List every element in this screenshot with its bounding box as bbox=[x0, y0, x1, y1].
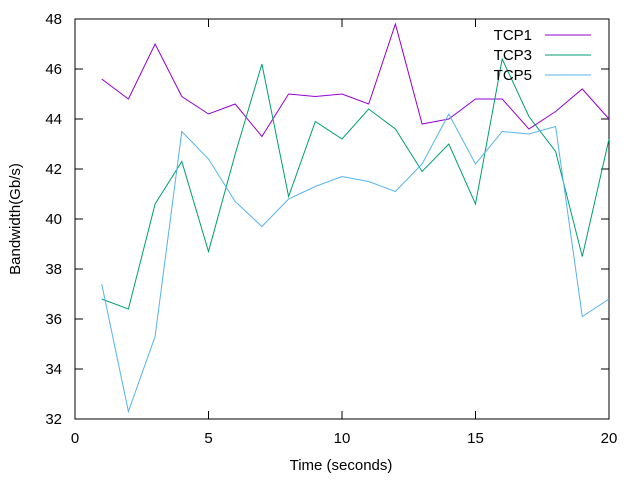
x-tick-label: 15 bbox=[467, 430, 484, 447]
y-tick-label: 34 bbox=[45, 361, 62, 378]
y-tick-label: 42 bbox=[45, 161, 62, 178]
x-tick-label: 20 bbox=[601, 430, 618, 447]
y-tick-label: 32 bbox=[45, 411, 62, 428]
y-tick-label: 48 bbox=[45, 11, 62, 28]
legend-label-tcp1: TCP1 bbox=[494, 27, 532, 44]
series-line-tcp1 bbox=[101, 22, 610, 138]
series-lines bbox=[101, 22, 610, 414]
tick-labels: 0 5 10 15 20 32 34 36 38 40 42 44 46 48 bbox=[45, 11, 617, 447]
x-axis-label: Time (seconds) bbox=[290, 457, 393, 474]
legend-label-tcp5: TCP5 bbox=[494, 67, 532, 84]
y-tick-label: 40 bbox=[45, 211, 62, 228]
legend-label-tcp3: TCP3 bbox=[494, 47, 532, 64]
y-tick-label: 38 bbox=[45, 261, 62, 278]
y-tick-label: 44 bbox=[45, 111, 62, 128]
x-tick-label: 0 bbox=[71, 430, 79, 447]
series-line-tcp3 bbox=[101, 57, 610, 310]
y-tick-label: 46 bbox=[45, 61, 62, 78]
series-line-tcp5 bbox=[101, 112, 610, 414]
y-axis-label: Bandwidth(Gb/s) bbox=[7, 163, 24, 275]
x-tick-label: 5 bbox=[204, 430, 212, 447]
legend: TCP1 TCP3 TCP5 bbox=[494, 27, 591, 84]
x-tick-label: 10 bbox=[334, 430, 351, 447]
y-tick-label: 36 bbox=[45, 311, 62, 328]
axis-ticks bbox=[74, 18, 610, 420]
